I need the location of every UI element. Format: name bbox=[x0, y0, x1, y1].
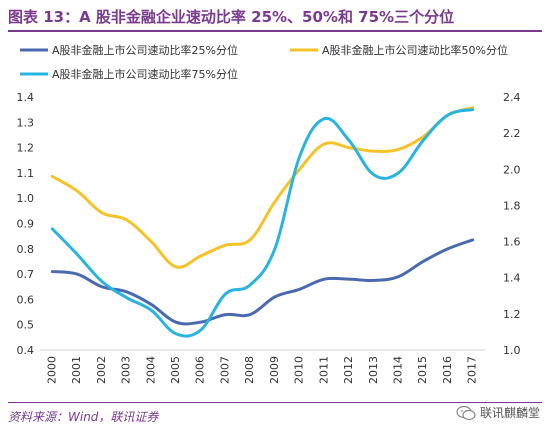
x-tick-label: 2015 bbox=[416, 356, 429, 384]
series-line-p25 bbox=[50, 238, 475, 326]
left-tick-label: 0.7 bbox=[17, 268, 35, 281]
title-divider bbox=[8, 30, 542, 32]
x-tick-label: 2001 bbox=[70, 356, 83, 384]
x-tick-label: 2008 bbox=[243, 356, 256, 384]
right-tick-label: 2.2 bbox=[503, 127, 521, 140]
right-tick-label: 1.6 bbox=[503, 236, 521, 249]
left-tick-label: 1.2 bbox=[17, 142, 35, 155]
x-tick-label: 2012 bbox=[342, 356, 355, 384]
watermark-text: 联讯麒麟堂 bbox=[479, 406, 540, 420]
watermark: 联讯麒麟堂 bbox=[456, 404, 540, 421]
left-tick-label: 0.8 bbox=[17, 243, 35, 256]
x-tick-label: 2005 bbox=[169, 356, 182, 384]
x-tick-label: 2009 bbox=[268, 356, 281, 384]
legend-label: A股非金融上市公司速动比率25%分位 bbox=[52, 43, 238, 57]
x-tick-label: 2010 bbox=[293, 356, 306, 384]
series-line-p75 bbox=[50, 108, 475, 338]
x-tick-label: 2006 bbox=[194, 356, 207, 384]
left-tick-label: 0.5 bbox=[17, 319, 35, 332]
x-tick-label: 2014 bbox=[391, 356, 404, 384]
legend-label: A股非金融上市公司速动比率75%分位 bbox=[52, 67, 238, 81]
left-tick-label: 1.0 bbox=[17, 192, 35, 205]
line-chart: A股非金融上市公司速动比率25%分位 A股非金融上市公司速动比率50%分位 A股非金… bbox=[17, 43, 521, 384]
right-tick-label: 2.0 bbox=[503, 163, 521, 176]
x-tick-label: 2002 bbox=[95, 356, 108, 384]
chart-title: 图表 13：A 股非金融企业速动比率 25%、50%和 75%三个分位 bbox=[8, 8, 455, 26]
left-tick-label: 0.4 bbox=[17, 344, 35, 357]
series-lines bbox=[50, 106, 475, 338]
left-tick-label: 1.3 bbox=[17, 116, 35, 129]
x-tick-label: 2003 bbox=[120, 356, 133, 384]
right-tick-label: 1.0 bbox=[503, 344, 521, 357]
legend-label: A股非金融上市公司速动比率50%分位 bbox=[322, 43, 508, 57]
legend: A股非金融上市公司速动比率25%分位 A股非金融上市公司速动比率50%分位 A股非金… bbox=[20, 43, 508, 81]
right-tick-label: 1.4 bbox=[503, 272, 521, 285]
left-tick-label: 0.9 bbox=[17, 218, 35, 231]
right-tick-label: 1.8 bbox=[503, 199, 521, 212]
x-tick-label: 2011 bbox=[317, 356, 330, 384]
left-tick-label: 1.4 bbox=[17, 91, 35, 104]
axes: 0.4 0.5 0.6 0.7 0.8 0.9 1.0 1.1 1.2 1.3 1.4 1.0 1.2 1… bbox=[17, 91, 521, 384]
x-tick-label: 2013 bbox=[367, 356, 380, 384]
source-note: 资料来源：Wind，联讯证券 bbox=[8, 410, 159, 424]
series-line-p50 bbox=[50, 106, 475, 269]
x-tick-label: 2016 bbox=[441, 356, 454, 384]
right-tick-label: 2.4 bbox=[503, 91, 521, 104]
left-tick-label: 1.1 bbox=[17, 167, 35, 180]
x-tick-label: 2004 bbox=[144, 356, 157, 384]
left-tick-label: 0.6 bbox=[17, 293, 35, 306]
x-tick-label: 2000 bbox=[45, 356, 58, 384]
right-tick-label: 1.2 bbox=[503, 308, 521, 321]
x-tick-label: 2017 bbox=[466, 356, 479, 384]
x-tick-label: 2007 bbox=[218, 356, 231, 384]
wechat-icon bbox=[456, 405, 476, 420]
footer-divider bbox=[8, 402, 542, 403]
